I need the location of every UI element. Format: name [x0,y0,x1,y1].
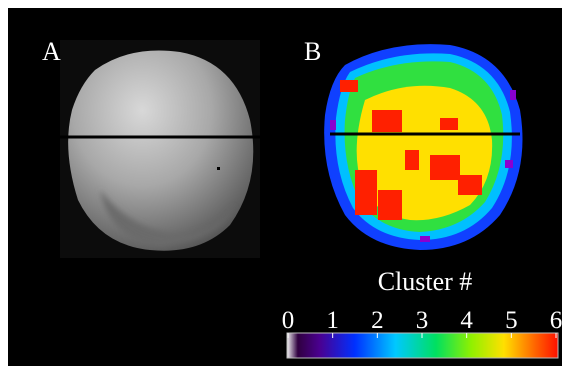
panel-label: B [304,37,321,66]
marker [217,167,220,170]
tick-label: 4 [460,307,473,334]
figure: A B Cluster # 0 1 2 3 4 5 6 [0,0,570,374]
panel-label: A [42,37,61,66]
tick-label: 6 [550,307,563,334]
tick-label: 0 [282,307,295,334]
tick-label: 3 [416,307,429,334]
tick-label: 2 [371,307,384,334]
tick-label: 5 [505,307,518,334]
tick-label: 1 [326,307,339,334]
asteroid-image [68,50,253,250]
colorbar-title: Cluster # [378,267,473,296]
